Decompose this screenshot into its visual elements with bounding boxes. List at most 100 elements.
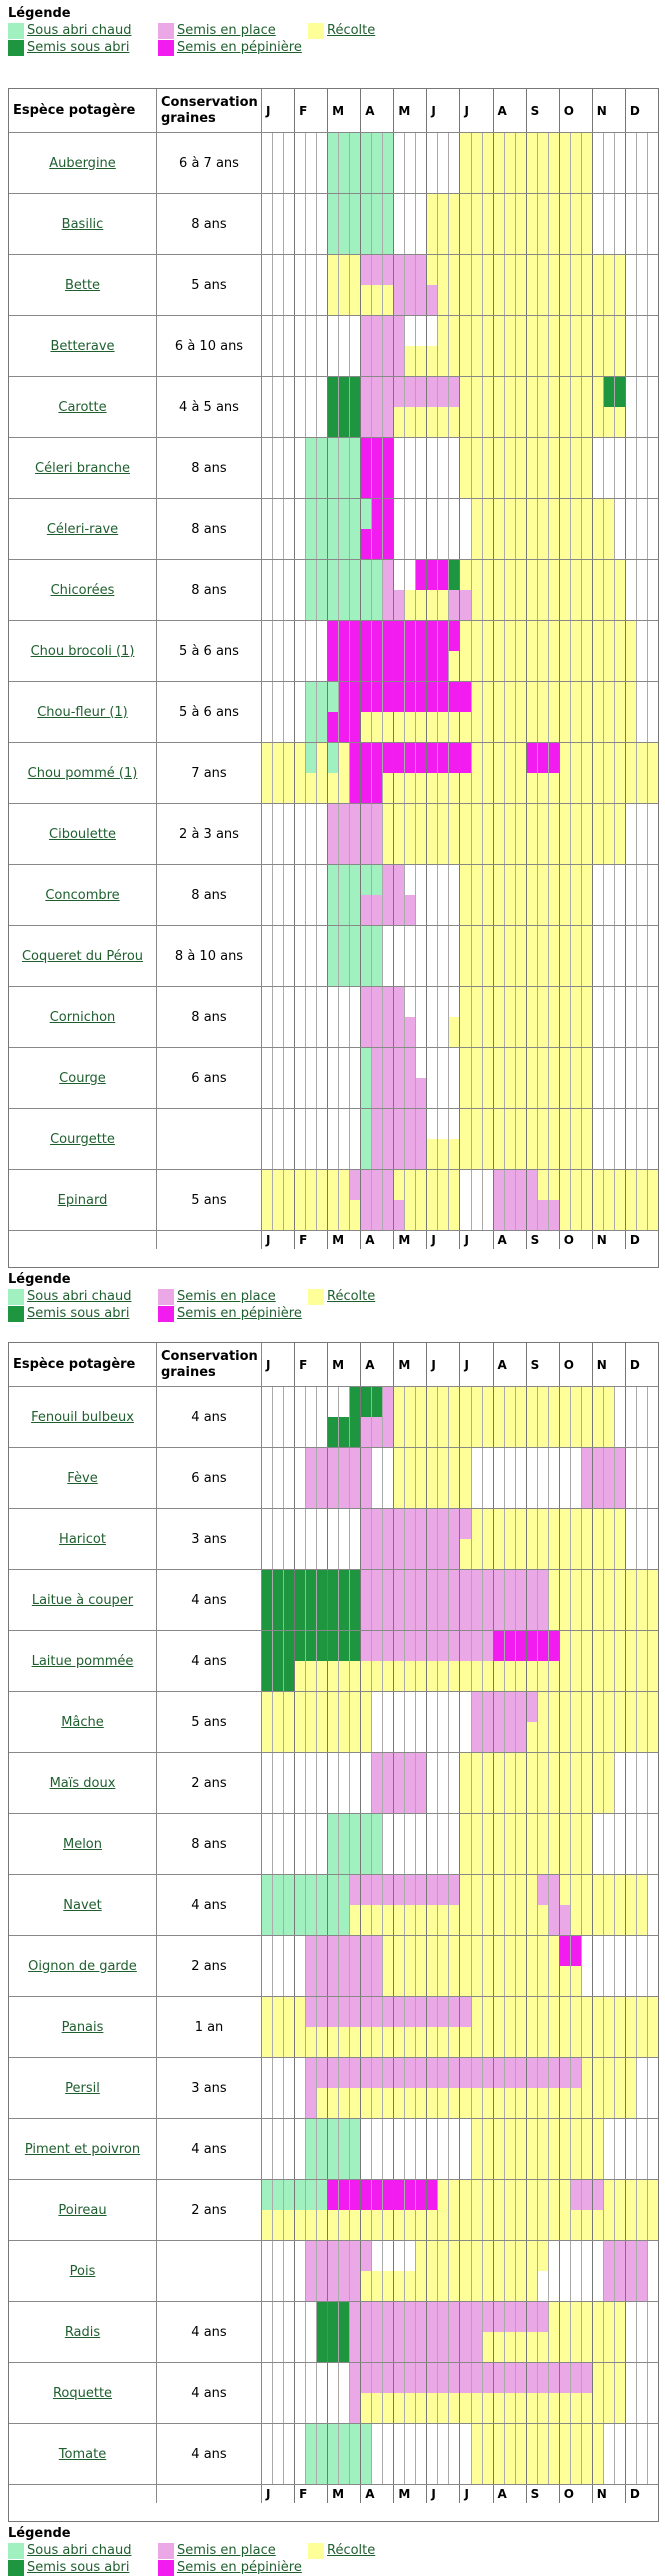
calendar-slot (273, 804, 285, 864)
species-link-mais-doux[interactable]: Maïs doux (49, 1775, 116, 1791)
legend-swatch-abri-chaud (8, 1288, 24, 1305)
calendar-slot (614, 926, 625, 986)
month-cell (526, 2241, 560, 2301)
species-link-poireau[interactable]: Poireau (58, 2202, 107, 2218)
calendar-slot (372, 2241, 384, 2301)
month-cell (526, 1875, 560, 1935)
calendar-slot (614, 2058, 625, 2118)
month-cell (262, 438, 296, 498)
calendar-slot (603, 1570, 615, 1630)
month-cell (493, 1170, 527, 1230)
calendar-slot (526, 1448, 538, 1508)
legend-link-abri-chaud[interactable]: Sous abri chaud (27, 1289, 132, 1304)
month-footer: J (262, 2485, 296, 2503)
month-cell (328, 1448, 362, 1508)
legend-link-semis-abri[interactable]: Semis sous abri (27, 1306, 130, 1321)
species-link-roquette[interactable]: Roquette (52, 2385, 113, 2401)
calendar-slot (636, 438, 648, 498)
species-link-melon[interactable]: Melon (62, 1836, 103, 1852)
species-link-cornichon[interactable]: Cornichon (49, 1009, 116, 1025)
month-cell (427, 1875, 461, 1935)
month-cell (328, 743, 362, 803)
calendar-grid (262, 926, 658, 986)
calendar-slot (306, 255, 318, 315)
legend-link-semis-pepiniere[interactable]: Semis en pépinière (177, 40, 302, 55)
calendar-slot (504, 1814, 516, 1874)
month-cell (625, 1170, 658, 1230)
species-link-carotte[interactable]: Carotte (58, 399, 107, 415)
month-cell (625, 2058, 658, 2118)
month-cell (427, 499, 461, 559)
legend-link-semis-pepiniere[interactable]: Semis en pépinière (177, 2560, 302, 2575)
legend-link-recolte[interactable]: Récolte (327, 23, 376, 38)
calendar-slot (449, 133, 460, 193)
month-cell (295, 2241, 329, 2301)
species-link-epinard[interactable]: Epinard (57, 1192, 108, 1208)
calendar-slot (603, 987, 615, 1047)
calendar-slot (537, 2241, 549, 2301)
species-link-chou-pomme-1[interactable]: Chou pommé (1) (27, 765, 138, 781)
species-link-concombre[interactable]: Concombre (45, 887, 120, 903)
species-link-chou-brocoli-1[interactable]: Chou brocoli (1) (30, 643, 135, 659)
calendar-slot (295, 316, 307, 376)
legend-link-semis-place[interactable]: Semis en place (177, 23, 276, 38)
calendar-slot (548, 1387, 559, 1447)
species-link-celeri-branche[interactable]: Céleri branche (35, 460, 130, 476)
species-link-betterave[interactable]: Betterave (50, 338, 115, 354)
species-link-feve[interactable]: Fève (67, 1470, 98, 1486)
calendar-slot (449, 2119, 460, 2179)
species-link-navet[interactable]: Navet (63, 1897, 102, 1913)
species-link-chicorees[interactable]: Chicorées (50, 582, 115, 598)
calendar-slot (647, 743, 658, 803)
legend-link-abri-chaud[interactable]: Sous abri chaud (27, 23, 132, 38)
calendar-slot (647, 1814, 658, 1874)
month-cell (625, 194, 658, 254)
species-link-coqueret-du-perou[interactable]: Coqueret du Pérou (21, 948, 144, 964)
calendar-slot (295, 2302, 307, 2362)
species-link-courge[interactable]: Courge (59, 1070, 106, 1086)
month-cell (295, 1692, 329, 1752)
species-link-tomate[interactable]: Tomate (58, 2446, 107, 2462)
species-link-aubergine[interactable]: Aubergine (49, 155, 116, 171)
species-link-ciboulette[interactable]: Ciboulette (49, 826, 116, 842)
calendar-slot (262, 682, 274, 742)
legend-link-semis-abri[interactable]: Semis sous abri (27, 40, 130, 55)
species-link-piment-et-poivron[interactable]: Piment et poivron (24, 2141, 141, 2157)
legend-link-semis-abri[interactable]: Semis sous abri (27, 2560, 130, 2575)
species-link-radis[interactable]: Radis (64, 2324, 101, 2340)
species-link-oignon-de-garde[interactable]: Oignon de garde (28, 1958, 137, 1974)
legend-link-semis-pepiniere[interactable]: Semis en pépinière (177, 1306, 302, 1321)
legend-link-recolte[interactable]: Récolte (327, 1289, 376, 1304)
species-link-haricot[interactable]: Haricot (59, 1531, 106, 1547)
species-link-celeri-rave[interactable]: Céleri-rave (46, 521, 119, 537)
calendar-slot (416, 1631, 427, 1691)
calendar-slot (493, 1170, 505, 1230)
calendar-slot (306, 1875, 318, 1935)
species-link-laitue-a-couper[interactable]: Laitue à couper (31, 1592, 134, 1608)
legend-link-semis-place[interactable]: Semis en place (177, 2543, 276, 2558)
species-link-chou-fleur-1[interactable]: Chou-fleur (1) (37, 704, 128, 720)
month-footer: M (328, 1231, 362, 1249)
species-link-pois[interactable]: Pois (69, 2263, 96, 2279)
legend-link-abri-chaud[interactable]: Sous abri chaud (27, 2543, 132, 2558)
calendar-slot (526, 2424, 538, 2484)
species-link-fenouil-bulbeux[interactable]: Fenouil bulbeux (31, 1409, 134, 1425)
species-link-persil[interactable]: Persil (65, 2080, 100, 2096)
calendar-slot (328, 1753, 340, 1813)
species-link-basilic[interactable]: Basilic (61, 216, 104, 232)
species-link-bette[interactable]: Bette (64, 277, 101, 293)
calendar-slot (471, 438, 483, 498)
calendar-slot (317, 2241, 328, 2301)
calendar-slot (636, 2302, 648, 2362)
legend-link-recolte[interactable]: Récolte (327, 2543, 376, 2558)
species-link-mache[interactable]: Mâche (61, 1714, 104, 1730)
species-link-laitue-pommee[interactable]: Laitue pommée (31, 1653, 134, 1669)
calendar-slot (383, 316, 394, 376)
species-link-panais[interactable]: Panais (61, 2019, 104, 2035)
species-link-courgette[interactable]: Courgette (50, 1131, 115, 1147)
legend-link-semis-place[interactable]: Semis en place (177, 1289, 276, 1304)
calendar-slot (273, 743, 285, 803)
calendar-slot (515, 1631, 526, 1691)
month-cell (427, 987, 461, 1047)
